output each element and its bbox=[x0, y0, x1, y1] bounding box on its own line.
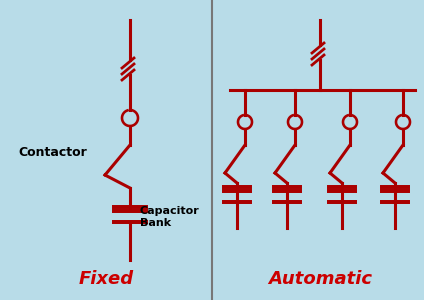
Text: Fixed: Fixed bbox=[78, 270, 134, 288]
Text: Capacitor
Bank: Capacitor Bank bbox=[140, 206, 200, 228]
Text: Automatic: Automatic bbox=[268, 270, 372, 288]
Text: Contactor: Contactor bbox=[18, 146, 87, 158]
